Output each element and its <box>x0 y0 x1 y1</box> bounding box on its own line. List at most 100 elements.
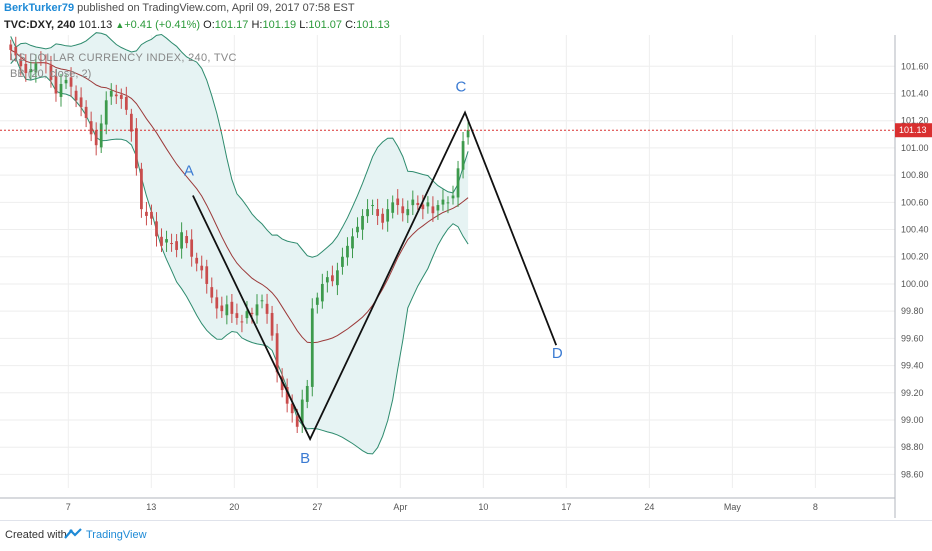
candle-body <box>165 239 168 243</box>
x-tick-label: 17 <box>561 502 571 512</box>
candle-body <box>351 236 354 249</box>
candle-body <box>205 266 209 284</box>
candle-body <box>240 321 244 323</box>
y-tick-label: 100.60 <box>901 197 929 207</box>
candle-body <box>89 121 93 135</box>
author-link[interactable]: BerkTurker79 <box>4 2 75 14</box>
c-label: C: <box>345 19 357 31</box>
candle-body <box>104 100 108 125</box>
candle-body <box>59 83 63 97</box>
y-tick-label: 99.00 <box>901 415 924 425</box>
y-tick-label: 99.40 <box>901 361 924 371</box>
tradingview-logo-icon <box>64 528 82 539</box>
y-tick-label: 98.80 <box>901 442 924 452</box>
candle-body <box>54 75 58 94</box>
candle-body <box>180 232 183 249</box>
candle-body <box>79 97 83 108</box>
wave-label-d: D <box>552 345 563 362</box>
candle-body <box>421 204 425 210</box>
high-value: 101.19 <box>262 19 297 31</box>
x-tick-label: 7 <box>66 502 71 512</box>
x-tick-label: 24 <box>644 502 654 512</box>
candle-body <box>99 123 103 148</box>
o-label: O: <box>203 19 215 31</box>
candle-body <box>29 69 33 73</box>
candle-body <box>145 211 148 216</box>
candle-body <box>366 209 369 217</box>
candle-body <box>195 257 199 264</box>
candle-body <box>114 94 118 97</box>
candle-body <box>160 236 163 246</box>
candle-body <box>295 416 299 427</box>
candle-body <box>431 206 435 214</box>
y-tick-label: 98.60 <box>901 469 924 479</box>
candle-body <box>341 256 344 267</box>
candle-body <box>461 141 465 170</box>
footer: Created with TradingView <box>0 520 932 551</box>
candle-body <box>391 202 395 213</box>
last-price: 101.13 <box>78 19 113 31</box>
candle-body <box>356 226 359 233</box>
publish-header: BerkTurker79 published on TradingView.co… <box>4 2 355 14</box>
candle-body <box>64 79 68 84</box>
x-tick-label: Apr <box>393 502 407 512</box>
candle-body <box>290 403 294 414</box>
candle-body <box>44 62 48 64</box>
candle-body <box>175 241 178 250</box>
candle-body <box>185 236 189 244</box>
candle-body <box>265 303 269 314</box>
last-price-tag <box>895 123 932 138</box>
candle-body <box>381 213 385 223</box>
candle-body <box>426 202 430 207</box>
candle-body <box>270 312 274 336</box>
candle-body <box>200 265 204 271</box>
x-tick-label: 8 <box>813 502 818 512</box>
candle-body <box>451 195 455 199</box>
candle-body <box>396 198 400 206</box>
tradingview-link[interactable]: TradingView <box>86 529 147 541</box>
y-tick-label: 101.20 <box>901 116 929 126</box>
candle-body <box>346 245 349 258</box>
series-title: US DOLLAR CURRENCY INDEX, 240, TVC <box>10 52 237 64</box>
candle-body <box>361 215 364 230</box>
y-tick-label: 100.80 <box>901 170 929 180</box>
candle-body <box>376 209 380 216</box>
change-value: +0.41 (+0.41%) <box>124 19 201 31</box>
candle-body <box>24 63 28 74</box>
candle-body <box>441 199 445 205</box>
candle-body <box>315 297 319 305</box>
candle-body <box>466 130 470 138</box>
candle-body <box>155 221 158 237</box>
close-value: 101.13 <box>356 19 390 31</box>
up-arrow-icon: ▲ <box>115 20 125 30</box>
candle-body <box>320 283 324 302</box>
candle-body <box>436 205 440 211</box>
candle-body <box>305 385 309 402</box>
candle-body <box>150 211 153 219</box>
wave-label-b: B <box>300 450 310 467</box>
price-chart[interactable]: 101.60 101.40 101.20 101.00 100.80 100.60 100.… <box>0 0 932 520</box>
candle-body <box>446 202 450 204</box>
candle-body <box>215 297 219 309</box>
candle-body <box>456 168 460 198</box>
candle-body <box>230 301 234 314</box>
candle-body <box>250 312 254 314</box>
indicator-legend[interactable]: BB (20, close, 2) <box>10 68 92 80</box>
candle-body <box>336 270 339 286</box>
x-tick-label: 20 <box>229 502 239 512</box>
candle-body <box>34 63 38 73</box>
candle-body <box>69 77 73 87</box>
last-price-tag-label: 101.13 <box>899 125 927 135</box>
open-value: 101.17 <box>214 19 249 31</box>
x-tick-label: 27 <box>312 502 322 512</box>
candle-body <box>325 277 329 283</box>
y-tick-label: 99.60 <box>901 333 924 343</box>
candle-body <box>401 206 405 214</box>
candle-body <box>49 65 53 80</box>
symbol-label[interactable]: TVC:DXY, 240 <box>4 19 76 31</box>
y-tick-label: 101.60 <box>901 61 929 71</box>
x-tick-label: May <box>724 502 742 512</box>
y-tick-label: 100.20 <box>901 252 929 262</box>
candle-body <box>84 106 88 118</box>
candle-body <box>386 209 390 222</box>
